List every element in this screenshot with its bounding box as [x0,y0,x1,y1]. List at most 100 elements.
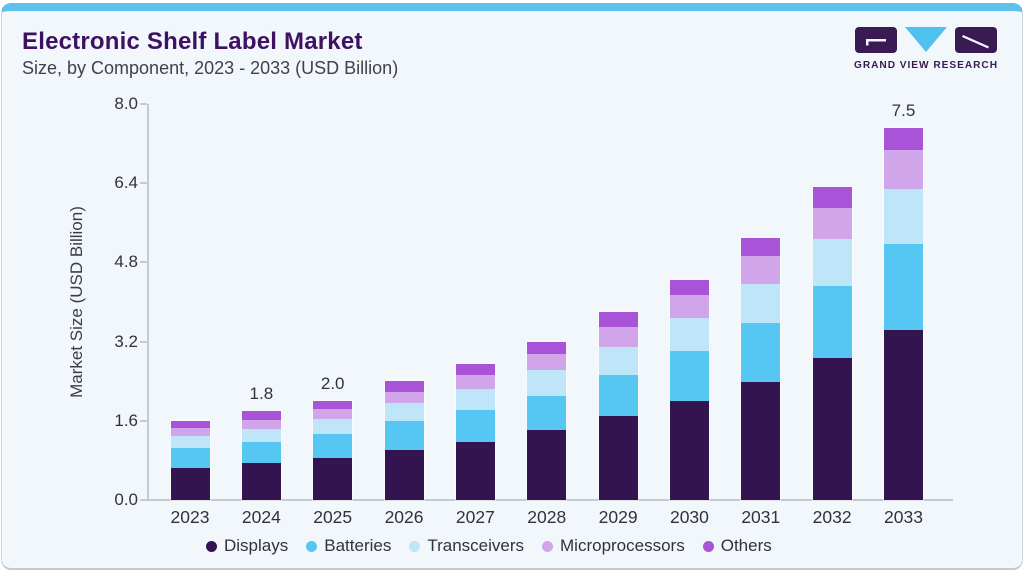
bar-segment-displays-2032[interactable] [812,358,852,500]
bar-segment-displays-2033[interactable] [884,330,923,500]
bar-segment-batteries-2024[interactable] [241,442,281,463]
gvr-logo-text: GRAND VIEW RESEARCH [854,59,998,71]
y-tick-mark-0.0 [140,499,147,501]
bar-segment-microprocessors-2024[interactable] [241,419,281,429]
bar-segment-others-2030[interactable] [669,279,709,295]
bar-segment-transceivers-2032[interactable] [812,239,852,287]
y-tick-label-3.2: 3.2 [114,331,138,351]
chart-legend: Displays Batteries Transceivers Microproces… [206,536,772,556]
bar-segment-others-2024[interactable] [241,410,281,420]
bar-segment-displays-2024[interactable] [241,462,281,500]
x-label-2029: 2029 [598,507,638,527]
y-tick-mark-4.8 [140,261,147,264]
bar-segment-batteries-2027[interactable] [455,410,495,442]
bar-segment-transceivers-2028[interactable] [527,369,567,397]
chart-subtitle: Size, by Component, 2023 - 2033 (USD Bil… [22,58,399,78]
bar-segment-transceivers-2030[interactable] [669,317,709,351]
bar-2026 [383,380,425,501]
y-tick-label-4.8: 4.8 [114,252,138,272]
bar-segment-transceivers-2025[interactable] [313,419,353,435]
bar-2025 [312,400,354,501]
total-label-2024: 1.8 [249,383,274,403]
bar-2028 [526,340,568,501]
bar-segment-displays-2027[interactable] [455,441,495,500]
bar-segment-microprocessors-2027[interactable] [455,374,495,390]
bar-segment-microprocessors-2032[interactable] [812,207,852,240]
bar-segment-displays-2025[interactable] [313,457,353,500]
bar-segment-microprocessors-2026[interactable] [384,392,424,404]
legend-item-microprocessors[interactable]: Microprocessors [542,536,685,556]
bar-segment-others-2032[interactable] [812,186,852,208]
bar-segment-microprocessors-2031[interactable] [741,255,781,284]
legend-label-microprocessors: Microprocessors [560,536,685,555]
legend-dot-microprocessors-icon [542,540,554,552]
bar-segment-displays-2031[interactable] [741,382,781,500]
bar-2032 [811,185,853,501]
bar-segment-transceivers-2031[interactable] [741,283,781,323]
y-tick-mark-1.6 [140,419,147,422]
bar-segment-displays-2028[interactable] [527,430,567,500]
chart-card [1,3,1023,570]
legend-item-transceivers[interactable]: Transceivers [409,536,524,556]
bar-segment-transceivers-2027[interactable] [455,389,495,411]
legend-label-transceivers: Transceivers [427,536,525,555]
bar-segment-microprocessors-2025[interactable] [313,409,353,420]
bar-2029 [597,311,639,501]
bar-segment-batteries-2031[interactable] [741,322,781,383]
bar-segment-displays-2023[interactable] [170,467,210,500]
x-label-2025: 2025 [313,507,353,527]
bar-segment-others-2029[interactable] [598,312,638,327]
bar-segment-transceivers-2024[interactable] [241,428,281,443]
bar-segment-others-2028[interactable] [527,341,567,354]
bar-segment-batteries-2026[interactable] [384,420,424,450]
bar-segment-batteries-2023[interactable] [170,448,210,468]
bar-segment-batteries-2028[interactable] [527,396,567,431]
bar-segment-displays-2029[interactable] [598,416,638,500]
x-axis-line [146,499,953,501]
bar-segment-others-2026[interactable] [384,381,424,393]
bar-segment-batteries-2033[interactable] [884,244,923,331]
gvr-logo-icon: GRAND VIEW RESEARCH [854,27,998,71]
legend-dot-batteries-icon [306,540,318,552]
bar-segment-transceivers-2023[interactable] [170,436,210,449]
x-label-2032: 2032 [812,507,852,527]
bar-segment-batteries-2029[interactable] [598,375,638,417]
legend-dot-others-icon [702,540,714,552]
x-label-2028: 2028 [527,507,567,527]
bar-segment-microprocessors-2029[interactable] [598,326,638,348]
bar-segment-microprocessors-2030[interactable] [669,294,709,318]
bar-segment-batteries-2025[interactable] [313,434,353,458]
legend-item-displays[interactable]: Displays [206,536,288,556]
legend-label-others: Others [720,536,772,555]
x-label-2026: 2026 [384,507,424,527]
bar-segment-others-2023[interactable] [170,420,210,429]
legend-dot-displays-icon [206,540,217,552]
bar-segment-transceivers-2029[interactable] [598,347,638,376]
legend-item-batteries[interactable]: Batteries [306,536,391,556]
bar-segment-microprocessors-2028[interactable] [527,353,567,370]
bar-segment-batteries-2030[interactable] [669,351,709,401]
bar-segment-microprocessors-2033[interactable] [884,150,923,189]
grand-view-research-logo: GRAND VIEW RESEARCH [853,26,999,72]
y-tick-mark-6.4 [140,182,147,185]
legend-item-others[interactable]: Others [702,536,772,556]
bar-2031 [740,237,782,501]
bar-segment-transceivers-2033[interactable] [884,188,923,245]
bar-segment-microprocessors-2023[interactable] [170,428,210,437]
bar-segment-others-2033[interactable] [884,128,923,151]
bar-2024 [240,409,282,501]
bar-segment-batteries-2032[interactable] [812,286,852,359]
bar-segment-others-2025[interactable] [313,401,353,410]
total-label-2033: 7.5 [891,101,916,121]
y-axis-title: Market Size (USD Billion) [67,206,86,398]
bar-segment-others-2027[interactable] [455,363,495,375]
bar-segment-others-2031[interactable] [741,238,781,256]
y-axis-line [147,104,149,500]
x-label-2024: 2024 [241,507,281,527]
bar-segment-displays-2026[interactable] [384,449,424,500]
y-tick-label-0.0: 0.0 [114,490,138,509]
bar-segment-displays-2030[interactable] [669,400,709,500]
bar-segment-transceivers-2026[interactable] [384,403,424,421]
y-tick-mark-8.0 [140,103,147,105]
x-label-2023: 2023 [170,507,210,527]
